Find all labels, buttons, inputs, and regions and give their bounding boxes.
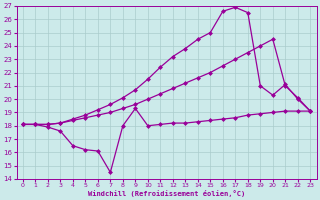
X-axis label: Windchill (Refroidissement éolien,°C): Windchill (Refroidissement éolien,°C): [88, 190, 245, 197]
